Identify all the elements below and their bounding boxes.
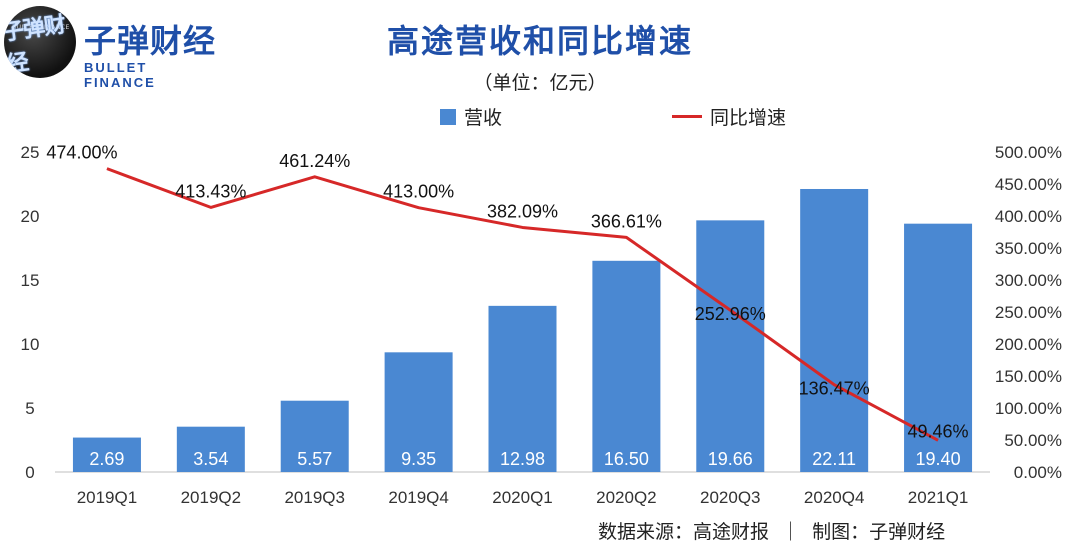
revenue-bar [800, 188, 869, 472]
revenue-bar-value-label: 2.69 [89, 449, 124, 469]
left-axis-tick-label: 25 [21, 143, 40, 162]
revenue-bar [280, 400, 349, 472]
growth-rate-value-label: 252.96% [695, 304, 766, 324]
revenue-bar [384, 352, 453, 472]
right-axis-tick-label: 0.00% [1014, 463, 1062, 482]
left-axis-tick-label: 0 [25, 463, 34, 482]
revenue-bar-value-label: 19.66 [708, 449, 753, 469]
revenue-bar [696, 220, 765, 472]
growth-rate-value-label: 461.24% [279, 151, 350, 171]
left-axis-tick-label: 5 [25, 399, 34, 418]
x-axis-category-label: 2020Q2 [596, 488, 657, 507]
right-axis-tick-label: 500.00% [995, 143, 1062, 162]
revenue-bar [592, 260, 661, 472]
x-axis-category-label: 2019Q2 [181, 488, 242, 507]
revenue-bar-value-label: 5.57 [297, 449, 332, 469]
growth-rate-value-label: 413.43% [175, 181, 246, 201]
right-axis-tick-label: 350.00% [995, 239, 1062, 258]
revenue-bar-value-label: 22.11 [812, 449, 856, 469]
growth-rate-value-label: 413.00% [383, 182, 454, 202]
revenue-bar-value-label: 12.98 [500, 449, 545, 469]
legend-bar-swatch [440, 108, 456, 125]
logo-english-name: BULLET FINANCE [84, 60, 156, 90]
legend-bar-label: 营收 [464, 107, 503, 129]
x-axis-category-label: 2019Q1 [77, 488, 138, 507]
revenue-bar-value-label: 3.54 [193, 449, 228, 469]
revenue-bar [176, 426, 245, 472]
right-axis-tick-label: 450.00% [995, 175, 1062, 194]
x-axis-category-label: 2019Q3 [284, 488, 345, 507]
growth-rate-value-label: 136.47% [799, 379, 870, 399]
revenue-bar-value-label: 16.50 [604, 449, 649, 469]
x-axis-category-label: 2021Q1 [908, 488, 969, 507]
data-source-note: 数据来源：高途财报 ｜ 制图：子弹财经 [598, 521, 946, 543]
x-axis-category-label: 2020Q4 [804, 488, 865, 507]
chart-subtitle: （单位：亿元） [473, 72, 607, 94]
right-axis-tick-label: 200.00% [995, 335, 1062, 354]
right-axis-tick-label: 100.00% [995, 399, 1062, 418]
logo-badge-small-text: BULLET FINANCE [12, 24, 70, 31]
growth-rate-value-label: 49.46% [908, 421, 969, 441]
right-axis-tick-label: 250.00% [995, 303, 1062, 322]
chart-legend: 营收 同比增速 [0, 103, 1080, 131]
growth-rate-value-label: 474.00% [46, 143, 117, 163]
legend-line-label: 同比增速 [710, 107, 787, 129]
x-axis-category-label: 2019Q4 [388, 488, 449, 507]
left-axis-tick-label: 15 [21, 271, 40, 290]
logo-badge: BULLET FINANCE 子弹财经 [4, 6, 76, 78]
left-axis-tick-label: 10 [21, 335, 40, 354]
revenue-bar [72, 437, 141, 472]
legend-item-growth: 同比增速 [672, 103, 786, 130]
x-axis-category-label: 2020Q1 [492, 488, 553, 507]
right-axis-tick-label: 50.00% [1004, 431, 1062, 450]
right-axis-tick-label: 300.00% [995, 271, 1062, 290]
legend-line-swatch [672, 115, 702, 118]
growth-rate-value-label: 382.09% [487, 201, 558, 221]
revenue-bar-value-label: 19.40 [916, 449, 961, 469]
brand-logo: BULLET FINANCE 子弹财经 子弹财经 BULLET FINANCE [4, 6, 224, 90]
x-axis-category-label: 2020Q3 [700, 488, 761, 507]
left-axis-tick-label: 20 [21, 207, 40, 226]
right-axis-tick-label: 400.00% [995, 207, 1062, 226]
revenue-bar [904, 223, 973, 472]
legend-item-revenue: 营收 [440, 103, 502, 130]
revenue-bar-value-label: 9.35 [401, 449, 436, 469]
right-axis-tick-label: 150.00% [995, 367, 1062, 386]
logo-chinese-name: 子弹财经 [84, 22, 217, 60]
revenue-bar [488, 305, 557, 472]
growth-rate-value-label: 366.61% [591, 211, 662, 231]
chart-title: 高途营收和同比增速 [386, 22, 693, 60]
